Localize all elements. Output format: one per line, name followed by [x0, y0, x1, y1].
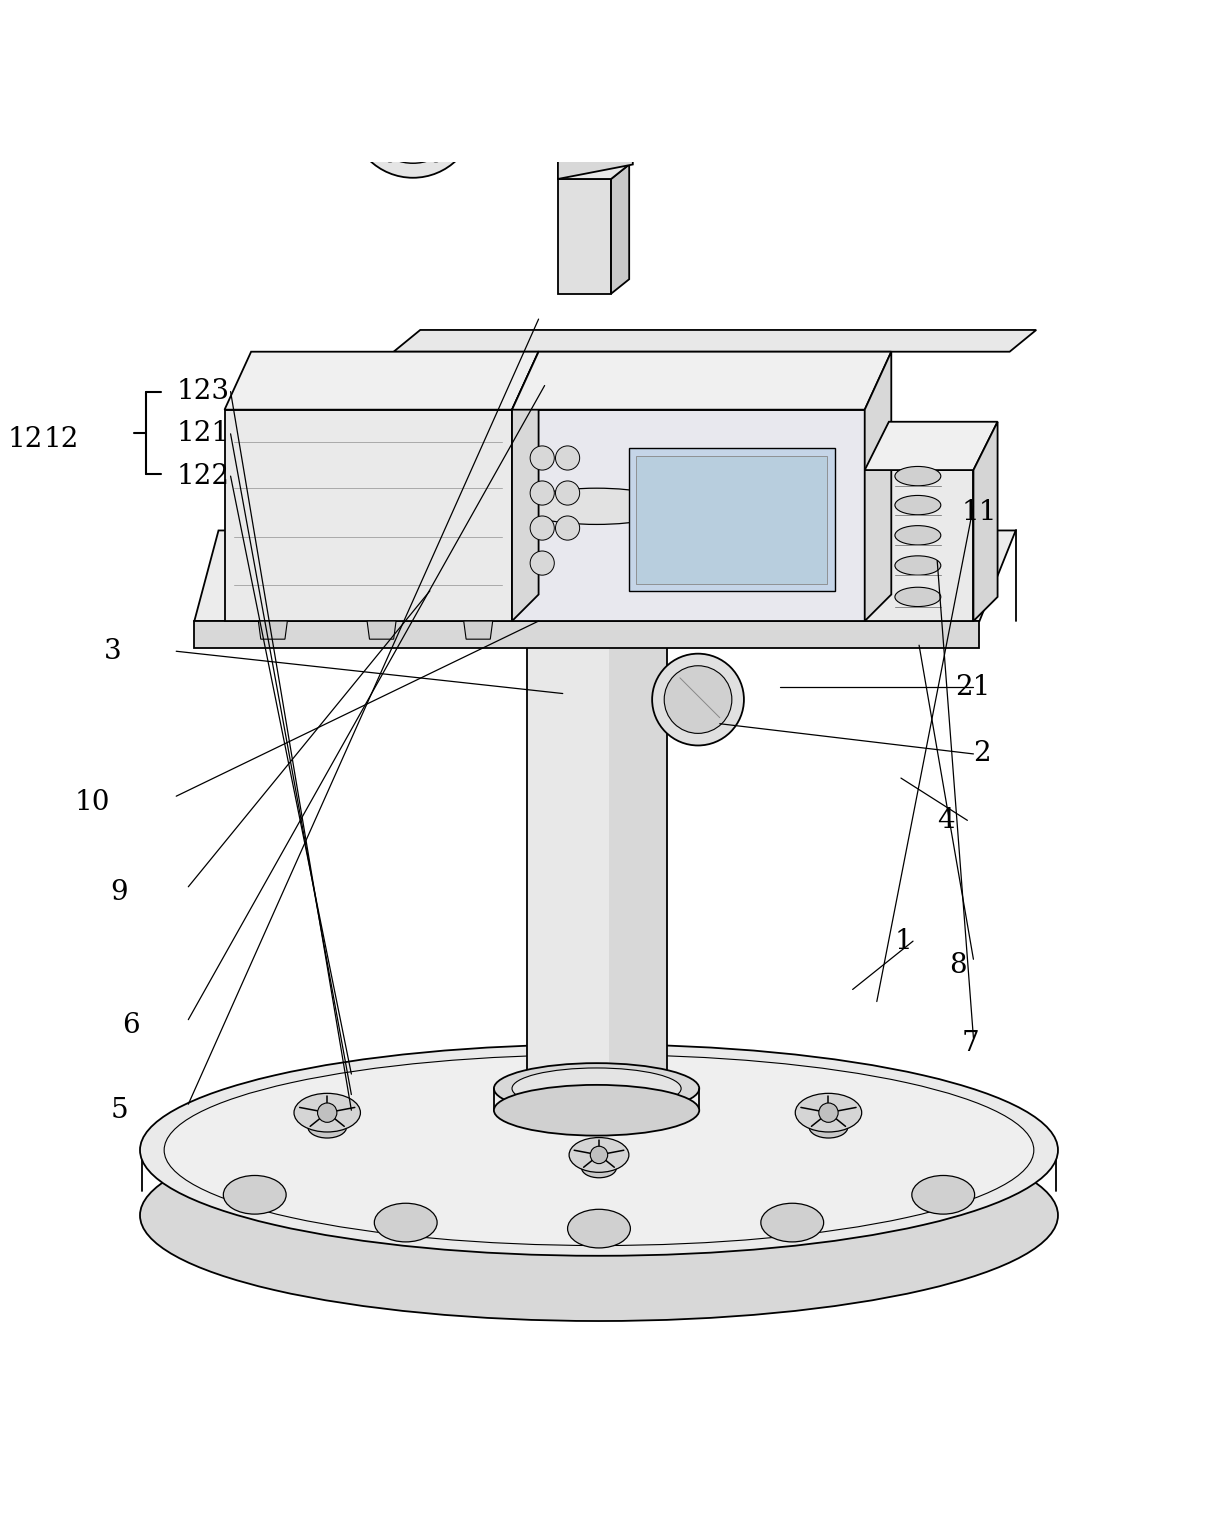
Ellipse shape: [567, 1209, 631, 1249]
Ellipse shape: [519, 444, 674, 484]
Circle shape: [530, 552, 554, 574]
Circle shape: [429, 67, 443, 83]
Circle shape: [530, 446, 554, 470]
Circle shape: [555, 446, 580, 470]
Polygon shape: [575, 548, 618, 573]
Polygon shape: [225, 409, 512, 620]
Ellipse shape: [526, 483, 667, 518]
Text: 2: 2: [973, 740, 991, 768]
Ellipse shape: [911, 1175, 974, 1215]
Circle shape: [555, 481, 580, 506]
Circle shape: [665, 666, 731, 734]
Circle shape: [530, 516, 554, 541]
Polygon shape: [367, 620, 396, 639]
Circle shape: [530, 481, 554, 506]
Text: 6: 6: [123, 1013, 140, 1039]
Circle shape: [429, 147, 443, 162]
Text: 4: 4: [937, 807, 955, 833]
Circle shape: [590, 1146, 608, 1164]
Circle shape: [383, 67, 397, 83]
Polygon shape: [558, 164, 629, 179]
Polygon shape: [629, 449, 835, 591]
Text: 8: 8: [949, 951, 967, 979]
Ellipse shape: [519, 489, 674, 524]
Text: 123: 123: [176, 378, 230, 404]
Polygon shape: [225, 352, 538, 409]
Ellipse shape: [895, 466, 940, 486]
Ellipse shape: [140, 1045, 1058, 1256]
Ellipse shape: [495, 1063, 700, 1114]
Text: 12: 12: [44, 426, 79, 453]
Ellipse shape: [796, 1094, 861, 1132]
Ellipse shape: [512, 1068, 682, 1109]
Polygon shape: [194, 620, 979, 648]
Text: 1: 1: [895, 928, 912, 954]
Polygon shape: [865, 470, 973, 620]
Polygon shape: [194, 530, 1016, 620]
Polygon shape: [512, 352, 538, 620]
Polygon shape: [464, 620, 493, 639]
Ellipse shape: [507, 495, 686, 541]
Text: 12: 12: [9, 426, 44, 453]
Ellipse shape: [895, 495, 940, 515]
Circle shape: [452, 107, 467, 123]
Circle shape: [360, 107, 374, 123]
Polygon shape: [865, 421, 998, 470]
Circle shape: [485, 119, 498, 135]
Text: 10: 10: [74, 789, 109, 815]
Ellipse shape: [761, 1203, 824, 1242]
Ellipse shape: [140, 1109, 1058, 1321]
Polygon shape: [973, 421, 998, 620]
Ellipse shape: [164, 1054, 1034, 1246]
Polygon shape: [259, 620, 288, 639]
Text: 7: 7: [961, 1031, 979, 1057]
Text: 122: 122: [176, 463, 230, 490]
Text: 11: 11: [961, 499, 996, 525]
Circle shape: [364, 66, 462, 164]
Ellipse shape: [224, 1175, 287, 1215]
Text: 121: 121: [176, 420, 230, 447]
Polygon shape: [558, 121, 633, 179]
Polygon shape: [419, 133, 558, 147]
Circle shape: [350, 52, 476, 178]
Text: 21: 21: [955, 674, 990, 702]
Text: 5: 5: [111, 1097, 128, 1124]
Ellipse shape: [809, 1117, 848, 1138]
Ellipse shape: [569, 1138, 629, 1172]
Text: 9: 9: [111, 879, 128, 907]
Polygon shape: [394, 329, 1036, 352]
Circle shape: [485, 95, 498, 110]
Polygon shape: [512, 409, 865, 620]
Ellipse shape: [582, 1158, 616, 1178]
Circle shape: [317, 1103, 337, 1123]
Polygon shape: [462, 93, 521, 136]
Polygon shape: [558, 179, 611, 294]
Polygon shape: [637, 455, 827, 584]
Polygon shape: [419, 109, 558, 133]
Circle shape: [819, 1103, 838, 1123]
Ellipse shape: [895, 525, 940, 545]
Polygon shape: [468, 78, 480, 152]
Ellipse shape: [895, 556, 940, 574]
Circle shape: [652, 654, 744, 746]
Ellipse shape: [374, 1203, 437, 1242]
Polygon shape: [507, 464, 686, 518]
Circle shape: [555, 516, 580, 541]
Polygon shape: [611, 164, 629, 294]
Polygon shape: [512, 352, 892, 409]
Polygon shape: [609, 501, 667, 1111]
Ellipse shape: [895, 587, 940, 607]
Text: 3: 3: [104, 637, 122, 665]
Circle shape: [386, 89, 440, 141]
Polygon shape: [865, 352, 892, 620]
Circle shape: [383, 147, 397, 162]
Ellipse shape: [307, 1117, 346, 1138]
Ellipse shape: [495, 1085, 700, 1135]
Ellipse shape: [294, 1094, 361, 1132]
Polygon shape: [526, 501, 667, 1111]
